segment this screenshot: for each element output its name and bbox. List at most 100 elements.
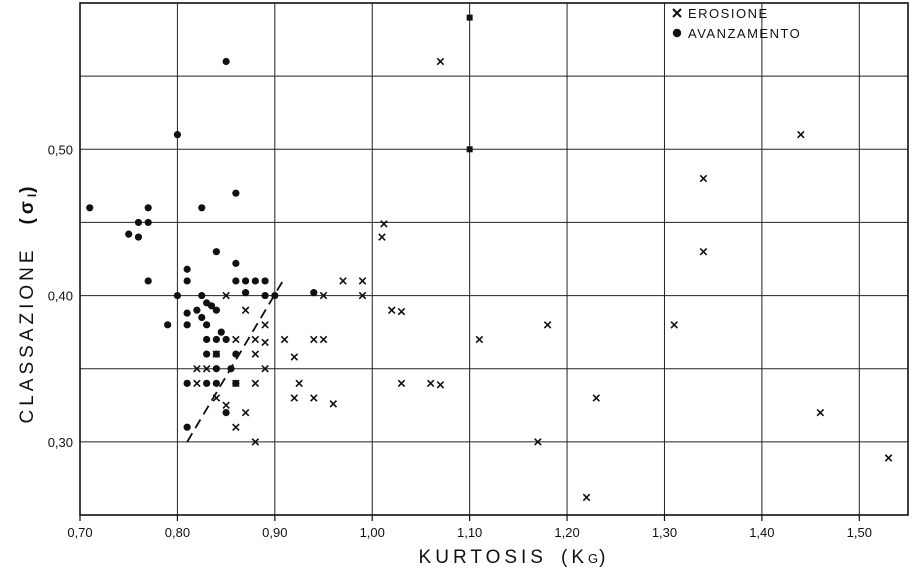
point-erosione-27 (592, 394, 601, 402)
point-avanzamento-21 (242, 289, 250, 297)
point-erosione-18 (290, 353, 299, 361)
point-erosione-32 (241, 306, 250, 314)
y-axis-symbol: (σ (17, 197, 38, 224)
point-erosione-47 (193, 364, 201, 373)
point-erosione-23 (397, 379, 406, 388)
point-avanzamento-16 (242, 277, 250, 285)
y-axis-title: CLASSAZIONE (σI) (17, 182, 39, 423)
point-avanzamento-33 (203, 321, 211, 329)
point-avanzamento-30 (164, 321, 172, 329)
point-erosione-21 (310, 394, 318, 402)
point-avanzamento-9 (134, 233, 143, 241)
point-avanzamento-15 (232, 277, 240, 285)
x-tick-label-6: 1,30 (652, 525, 677, 540)
legend-item-erosione: EROSIONE (672, 6, 769, 21)
x-axis-title-text: KURTOSIS (419, 547, 547, 568)
annotation-square-1 (466, 14, 473, 21)
point-avanzamento-32 (198, 313, 206, 322)
point-avanzamento-10 (212, 248, 220, 256)
point-avanzamento-37 (222, 335, 230, 344)
point-avanzamento-42 (227, 365, 235, 373)
point-erosione-33 (261, 321, 269, 329)
grid (79, 3, 908, 515)
plot-area-frame (79, 2, 909, 516)
x-tick-label-1: 0,80 (165, 525, 190, 540)
point-erosione-16 (310, 335, 318, 344)
point-erosione-13 (543, 321, 552, 329)
point-avanzamento-36 (212, 335, 220, 344)
y-tick-label-1: 0,40 (48, 289, 73, 304)
point-erosione-11 (397, 307, 406, 316)
x-axis-ticks: 0,70 0,80 0,90 1,00 1,10 1,20 1,30 1,40 1,50 (67, 515, 872, 540)
point-avanzamento-43 (183, 379, 191, 387)
point-avanzamento-24 (310, 289, 318, 297)
point-erosione-41 (241, 408, 250, 417)
point-erosione-1 (797, 130, 805, 139)
point-avanzamento-35 (203, 335, 211, 344)
point-avanzamento-22 (261, 291, 269, 300)
point-erosione-19 (295, 379, 303, 388)
y-axis-symbol-close: ) (17, 182, 38, 192)
point-avanzamento-40 (232, 350, 240, 358)
point-erosione-20 (290, 394, 299, 402)
point-erosione-39 (251, 379, 260, 388)
point-erosione-0 (436, 57, 445, 66)
point-avanzamento-13 (183, 277, 191, 285)
point-avanzamento-0 (222, 57, 230, 66)
legend-item-avanzamento: AVANZAMENTO (672, 26, 800, 41)
point-avanzamento-27 (212, 306, 220, 314)
point-erosione-7 (358, 277, 367, 285)
point-avanzamento-11 (232, 259, 240, 267)
point-avanzamento-19 (173, 291, 182, 300)
point-erosione-14 (670, 321, 678, 329)
point-avanzamento-6 (134, 218, 143, 227)
point-erosione-30 (884, 454, 893, 462)
point-erosione-36 (232, 335, 240, 344)
point-avanzamento-31 (183, 321, 191, 329)
point-erosione-44 (251, 438, 260, 446)
point-avanzamento-23 (271, 291, 279, 300)
data-points (86, 57, 893, 502)
x-tick-label-7: 1,40 (749, 525, 774, 540)
point-avanzamento-44 (203, 379, 211, 387)
point-erosione-29 (816, 408, 825, 417)
point-avanzamento-3 (86, 204, 94, 212)
point-avanzamento-14 (144, 277, 152, 285)
y-axis-title-text: CLASSAZIONE (17, 246, 38, 423)
point-erosione-22 (329, 400, 338, 408)
point-erosione-15 (280, 335, 289, 344)
point-erosione-10 (387, 306, 396, 314)
point-erosione-34 (251, 335, 260, 344)
point-erosione-8 (358, 291, 367, 300)
point-avanzamento-17 (251, 277, 259, 285)
point-avanzamento-39 (212, 350, 220, 358)
point-avanzamento-18 (261, 277, 269, 285)
point-avanzamento-28 (193, 306, 201, 314)
y-axis-ticks: 0,30 0,40 0,50 (48, 142, 73, 450)
point-erosione-38 (261, 364, 269, 373)
point-erosione-28 (582, 493, 591, 502)
point-erosione-31 (222, 291, 230, 300)
point-erosione-2 (699, 174, 708, 183)
point-erosione-26 (534, 438, 542, 446)
point-avanzamento-8 (125, 230, 133, 238)
legend: EROSIONE AVANZAMENTO (672, 6, 800, 41)
legend-x-marker-icon (672, 8, 682, 18)
y-tick-label-2: 0,50 (48, 142, 73, 157)
point-erosione-46 (202, 364, 211, 373)
x-tick-label-0: 0,70 (67, 525, 92, 540)
point-erosione-48 (193, 379, 201, 388)
point-avanzamento-45 (212, 379, 220, 387)
x-axis-symbol-sub: G (588, 551, 599, 566)
point-avanzamento-4 (144, 204, 152, 212)
point-avanzamento-20 (198, 291, 206, 300)
point-erosione-5 (380, 220, 388, 228)
point-avanzamento-5 (198, 204, 206, 212)
point-erosione-25 (436, 381, 445, 389)
point-erosione-12 (475, 335, 484, 344)
annotation-markers (466, 14, 473, 153)
point-erosione-35 (261, 338, 269, 347)
legend-label-erosione: EROSIONE (688, 6, 769, 21)
x-axis-title: KURTOSIS (KG) (419, 547, 610, 568)
